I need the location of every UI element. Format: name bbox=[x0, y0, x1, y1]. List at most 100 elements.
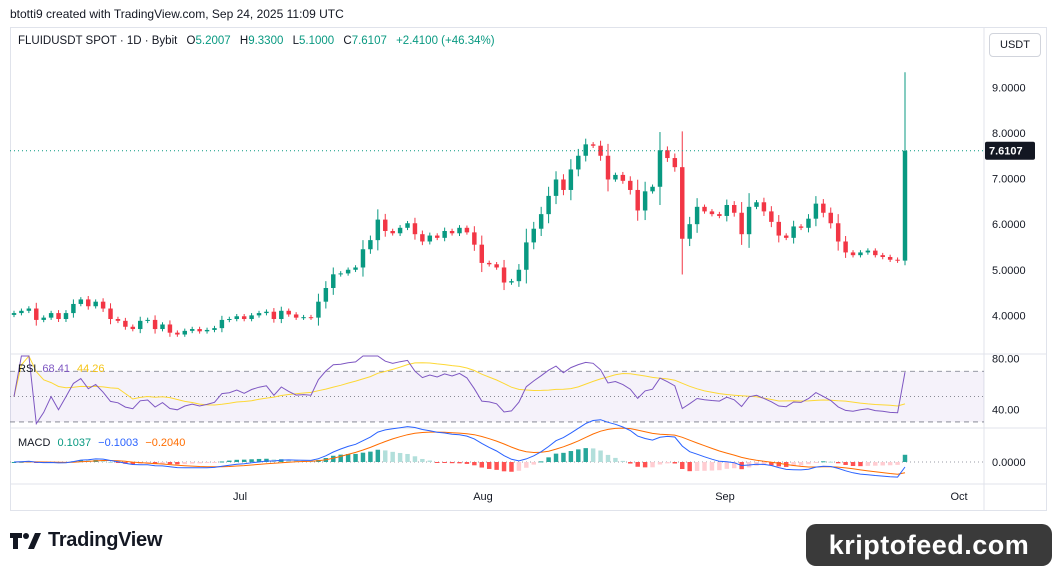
macd-histogram-bar bbox=[219, 461, 225, 463]
candle-body bbox=[516, 269, 522, 282]
candle-body bbox=[360, 249, 366, 268]
candle-body bbox=[835, 223, 841, 242]
macd-histogram-bar bbox=[212, 462, 217, 463]
candle-body bbox=[754, 202, 759, 207]
candle-body bbox=[345, 269, 351, 274]
currency-button[interactable]: USDT bbox=[989, 33, 1041, 57]
tradingview-brand: TradingView bbox=[48, 529, 163, 551]
candle-body bbox=[241, 316, 247, 320]
macd-histogram-bar bbox=[620, 460, 626, 462]
rsi-band bbox=[10, 371, 984, 422]
candle-body bbox=[26, 308, 32, 311]
macd-histogram-bar bbox=[516, 462, 522, 471]
macd-line bbox=[13, 419, 906, 478]
candle-body bbox=[850, 252, 856, 256]
candle-body bbox=[412, 223, 418, 235]
candle-body bbox=[457, 227, 462, 234]
macd-histogram-bar bbox=[791, 462, 796, 467]
candle-body bbox=[843, 241, 848, 253]
open-label: O bbox=[186, 35, 196, 47]
candle-body bbox=[137, 320, 143, 330]
candle-body bbox=[791, 226, 796, 238]
macd-histogram-bar bbox=[152, 462, 158, 465]
candle-body bbox=[182, 330, 188, 335]
macd-histogram-bar bbox=[902, 454, 908, 462]
macd-histogram-bar bbox=[702, 462, 707, 471]
macd-histogram-bar bbox=[486, 462, 492, 469]
macd-histogram-bar bbox=[635, 462, 640, 467]
candle-body bbox=[680, 167, 685, 239]
macd-histogram-bar bbox=[843, 462, 848, 465]
macd-line-value: −0.1003 bbox=[98, 437, 139, 449]
candle-body bbox=[264, 311, 269, 314]
candle-body bbox=[687, 224, 692, 239]
chart-frame bbox=[10, 27, 1047, 511]
candle-body bbox=[204, 329, 210, 332]
candle-body bbox=[160, 324, 165, 330]
candle-body bbox=[731, 205, 737, 213]
macd-histogram-bar bbox=[130, 462, 136, 465]
macd-histogram-bar bbox=[427, 460, 433, 462]
candle-body bbox=[71, 303, 76, 314]
macd-histogram-bar bbox=[175, 462, 180, 465]
candle-body bbox=[34, 308, 39, 320]
macd-hist-value: 0.1037 bbox=[57, 437, 92, 449]
candle-body bbox=[709, 211, 715, 215]
candle-body bbox=[501, 267, 507, 283]
macd-histogram-bar bbox=[383, 450, 388, 462]
time-tick-label: Sep bbox=[715, 491, 735, 503]
candle-body bbox=[798, 226, 804, 228]
candle-body bbox=[78, 299, 84, 304]
change-value: +2.4100 (+46.34%) bbox=[396, 35, 495, 47]
rsi-ma-value: 44.26 bbox=[77, 363, 105, 375]
candle-body bbox=[41, 317, 46, 320]
macd-histogram-bar bbox=[509, 462, 514, 472]
price-tick-label: 6.0000 bbox=[992, 219, 1026, 231]
tradingview-logo: TradingView bbox=[10, 529, 162, 552]
macd-histogram-bar bbox=[761, 462, 767, 466]
candle-body bbox=[353, 267, 358, 270]
rsi-label: RSI bbox=[18, 363, 37, 375]
macd-histogram-bar bbox=[680, 462, 685, 470]
macd-histogram-bar bbox=[160, 462, 165, 464]
macd-histogram-bar bbox=[865, 462, 871, 466]
macd-histogram-bar bbox=[769, 462, 774, 466]
candle-body bbox=[331, 274, 336, 288]
macd-histogram-bar bbox=[479, 462, 485, 468]
tradingview-logo-icon bbox=[10, 532, 41, 549]
macd-histogram-bar bbox=[724, 462, 730, 469]
macd-legend: MACD 0.1037 −0.1003 −0.2040 bbox=[18, 437, 185, 449]
macd-histogram-bar bbox=[717, 462, 722, 471]
price-tick-label: 4.0000 bbox=[992, 310, 1026, 322]
macd-histogram-bar bbox=[449, 462, 455, 464]
candle-body bbox=[197, 329, 202, 332]
macd-tick-label: 0.0000 bbox=[992, 457, 1026, 469]
macd-histogram-bar bbox=[390, 451, 395, 462]
candle-body bbox=[479, 244, 485, 263]
macd-histogram-bar bbox=[613, 457, 618, 462]
candle-body bbox=[694, 206, 700, 225]
close-value: 7.6107 bbox=[351, 35, 387, 47]
candle-body bbox=[323, 288, 329, 302]
time-tick-label: Oct bbox=[950, 491, 967, 503]
macd-histogram-bar bbox=[78, 460, 84, 462]
high-label: H bbox=[239, 35, 249, 47]
low-value: 5.1000 bbox=[298, 35, 335, 47]
macd-histogram-bar bbox=[420, 458, 425, 462]
high-value: 9.3300 bbox=[248, 35, 284, 47]
macd-histogram-bar bbox=[100, 460, 106, 462]
macd-histogram-bar bbox=[241, 459, 247, 462]
macd-histogram-bar bbox=[531, 462, 536, 465]
candle-body bbox=[434, 235, 440, 238]
candle-body bbox=[769, 211, 774, 222]
candle-body bbox=[620, 174, 626, 181]
candle-body bbox=[494, 264, 499, 268]
rsi-tick-label: 80.00 bbox=[992, 354, 1020, 366]
candle-body bbox=[828, 212, 833, 224]
candle-body bbox=[806, 218, 811, 228]
candle-body bbox=[286, 310, 291, 315]
candle-body bbox=[189, 329, 195, 331]
candle-body bbox=[405, 223, 410, 228]
candle-body bbox=[464, 227, 470, 233]
